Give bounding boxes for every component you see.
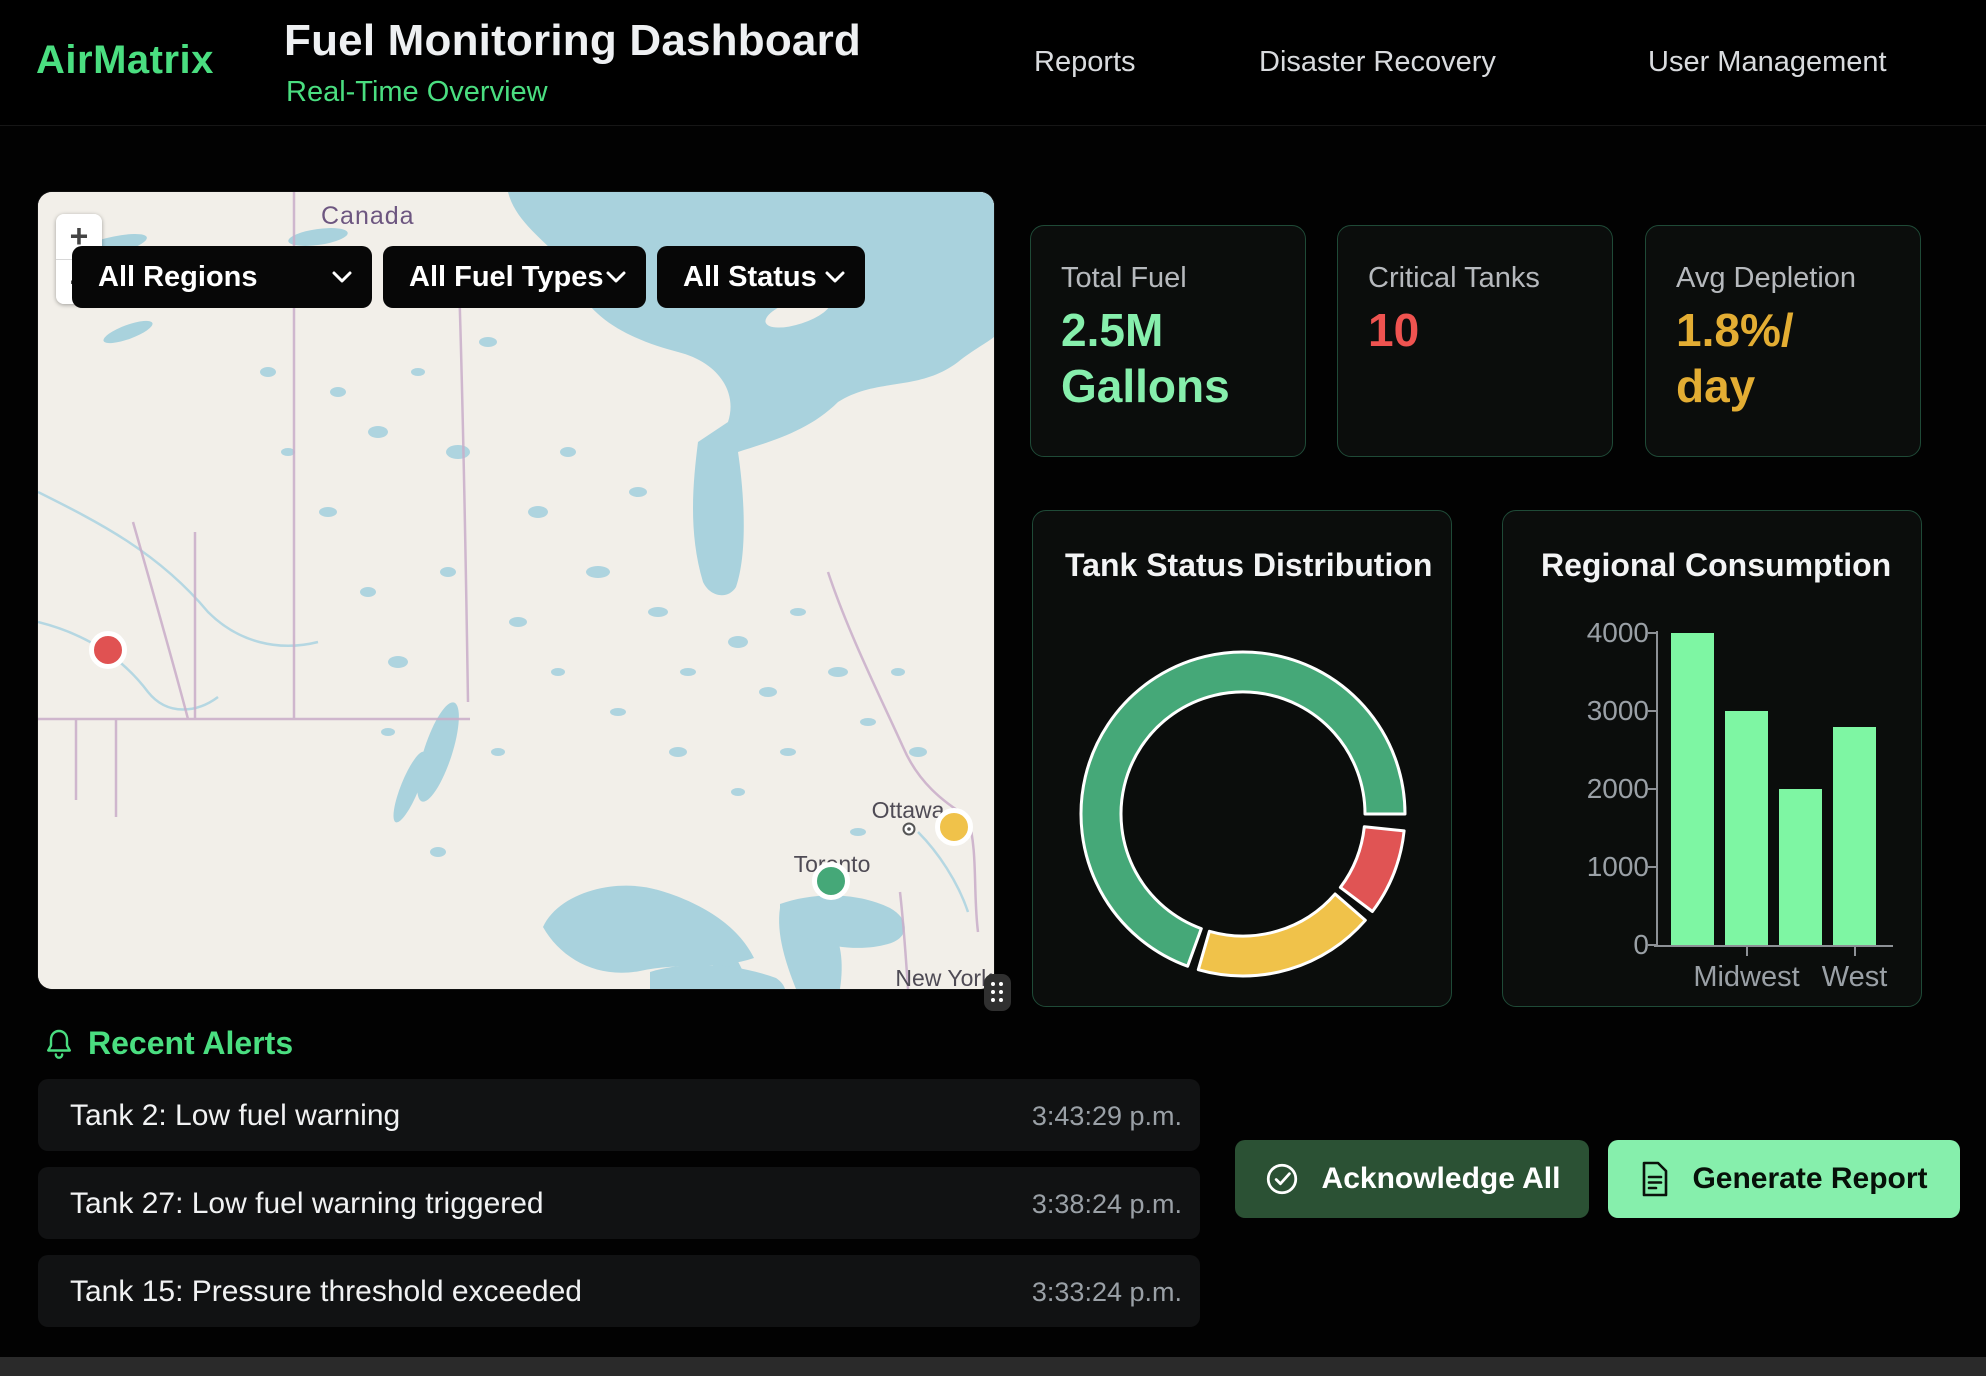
- tank-marker-warning[interactable]: [938, 811, 971, 844]
- filter-label: All Regions: [98, 261, 258, 294]
- regional-consumption-bar-chart: 40003000200010000MidwestWest: [1503, 511, 1923, 1008]
- y-tick-mark: [1648, 788, 1657, 790]
- chevron-down-icon: [332, 271, 352, 283]
- nav-reports[interactable]: Reports: [1034, 46, 1136, 79]
- alert-message: Tank 2: Low fuel warning: [70, 1099, 400, 1133]
- bar-2: [1779, 789, 1822, 945]
- bar-3: [1833, 727, 1876, 945]
- stat-label: Total Fuel: [1061, 262, 1187, 295]
- generate-report-button[interactable]: Generate Report: [1608, 1140, 1960, 1218]
- tank-marker-critical[interactable]: [92, 634, 125, 667]
- bell-icon: [44, 1027, 74, 1061]
- page-subtitle: Real-Time Overview: [286, 76, 548, 109]
- stat-value: 1.8%/day: [1676, 302, 1876, 414]
- alerts-header: Recent Alerts: [44, 1025, 293, 1062]
- x-tick-mark: [1746, 947, 1748, 956]
- tank-status-card: Tank Status Distribution: [1032, 510, 1452, 1007]
- map-label-new-york: New York: [895, 965, 993, 989]
- map-panel[interactable]: CanadaOttawaTorontoNew York + − All Regi…: [38, 192, 994, 989]
- stat-card-critical-tanks: Critical Tanks 10: [1337, 225, 1613, 457]
- y-tick-mark: [1648, 944, 1657, 946]
- alert-row: Tank 27: Low fuel warning triggered 3:38:…: [38, 1167, 1200, 1239]
- alert-message: Tank 15: Pressure threshold exceeded: [70, 1275, 582, 1309]
- alert-timestamp: 3:38:24 p.m.: [1032, 1189, 1182, 1220]
- alert-timestamp: 3:33:24 p.m.: [1032, 1277, 1182, 1308]
- nav-disaster-recovery[interactable]: Disaster Recovery: [1259, 46, 1496, 79]
- filter-label: All Fuel Types: [409, 261, 603, 294]
- app-logo: AirMatrix: [36, 38, 214, 83]
- x-axis: [1654, 945, 1893, 947]
- bar-0: [1671, 633, 1714, 945]
- stat-label: Avg Depletion: [1676, 262, 1856, 295]
- stat-label: Critical Tanks: [1368, 262, 1540, 295]
- y-tick-label: 3000: [1579, 695, 1649, 727]
- donut-segment-yellow: [1198, 894, 1365, 976]
- alert-row: Tank 2: Low fuel warning 3:43:29 p.m.: [38, 1079, 1200, 1151]
- y-tick-label: 0: [1579, 929, 1649, 961]
- map-label-ottawa: Ottawa: [872, 797, 945, 823]
- y-tick-label: 2000: [1579, 773, 1649, 805]
- nav-user-management[interactable]: User Management: [1648, 46, 1887, 79]
- filter-label: All Status: [683, 261, 817, 294]
- alert-message: Tank 27: Low fuel warning triggered: [70, 1187, 544, 1221]
- y-tick-mark: [1648, 866, 1657, 868]
- tank-status-donut-chart: [1061, 632, 1425, 996]
- page-title: Fuel Monitoring Dashboard: [284, 16, 861, 66]
- map-canvas[interactable]: CanadaOttawaTorontoNew York: [38, 192, 994, 989]
- alert-row: Tank 15: Pressure threshold exceeded 3:33…: [38, 1255, 1200, 1327]
- check-circle-icon: [1264, 1161, 1300, 1197]
- x-tick-label-west: West: [1785, 961, 1925, 994]
- dashboard-root: AirMatrix Fuel Monitoring Dashboard Real…: [0, 0, 1986, 1376]
- donut-chart-title: Tank Status Distribution: [1065, 547, 1432, 584]
- tank-marker-normal[interactable]: [815, 865, 848, 898]
- x-tick-mark: [1854, 947, 1856, 956]
- filter-dropdown-all-regions[interactable]: All Regions: [72, 246, 372, 308]
- stat-card-total-fuel: Total Fuel 2.5MGallons: [1030, 225, 1306, 457]
- footer-strip: [0, 1357, 1986, 1376]
- filter-dropdown-all-fuel-types[interactable]: All Fuel Types: [383, 246, 646, 308]
- filter-dropdown-all-status[interactable]: All Status: [657, 246, 865, 308]
- map-label-country: Canada: [321, 202, 415, 230]
- y-tick-mark: [1648, 710, 1657, 712]
- stat-value: 2.5MGallons: [1061, 302, 1261, 414]
- stat-value: 10: [1368, 302, 1568, 358]
- report-document-icon: [1640, 1161, 1670, 1197]
- map-filter-bar: All Regions All Fuel Types All Status: [72, 246, 865, 308]
- acknowledge-all-button[interactable]: Acknowledge All: [1235, 1140, 1589, 1218]
- y-tick-mark: [1648, 632, 1657, 634]
- donut-segment-red: [1340, 827, 1404, 912]
- bar-1: [1725, 711, 1768, 945]
- chevron-down-icon: [825, 271, 845, 283]
- alert-timestamp: 3:43:29 p.m.: [1032, 1101, 1182, 1132]
- regional-consumption-card: Regional Consumption 40003000200010000Mi…: [1502, 510, 1922, 1007]
- chevron-down-icon: [606, 271, 626, 283]
- app-header: AirMatrix Fuel Monitoring Dashboard Real…: [0, 0, 1986, 126]
- alerts-title: Recent Alerts: [88, 1025, 293, 1062]
- y-tick-label: 1000: [1579, 851, 1649, 883]
- stat-card-avg-depletion: Avg Depletion 1.8%/day: [1645, 225, 1921, 457]
- map-drag-handle[interactable]: [984, 974, 1011, 1011]
- y-tick-label: 4000: [1579, 617, 1649, 649]
